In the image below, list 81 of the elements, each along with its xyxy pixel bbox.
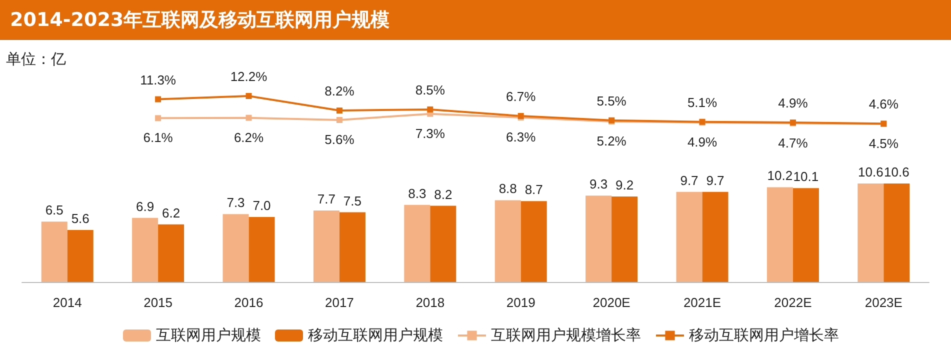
legend-label: 移动互联网用户增长率 (689, 327, 839, 344)
x-tick-label: 2016 (234, 295, 264, 310)
point (246, 114, 252, 121)
point (155, 115, 162, 122)
x-tick-label: 2019 (506, 295, 536, 310)
data-label: 8.2% (324, 84, 355, 99)
point (246, 93, 252, 99)
data-label: 7.0 (252, 198, 271, 213)
bar (858, 184, 884, 282)
data-label: 10.6 (884, 164, 910, 180)
data-label: 7.3% (415, 126, 446, 141)
data-label: 8.7 (524, 182, 543, 198)
data-label: 4.9% (778, 96, 808, 111)
data-label: 8.8 (498, 181, 517, 196)
x-tick-label: 2023E (864, 295, 903, 310)
data-label: 6.2 (162, 205, 180, 220)
bar (430, 206, 456, 282)
data-label: 9.7 (680, 172, 698, 188)
bar (676, 192, 702, 282)
data-label: 6.5 (45, 202, 64, 218)
data-label: 4.7% (778, 135, 808, 150)
data-label: 5.5% (596, 93, 627, 108)
point (155, 96, 162, 102)
data-label: 4.5% (868, 136, 899, 151)
bar (884, 184, 910, 282)
data-label: 6.9 (136, 198, 154, 214)
bar (132, 218, 158, 282)
data-label: 8.5% (415, 82, 446, 98)
x-tick-label: 2021E (683, 295, 722, 310)
data-label: 6.1% (143, 130, 174, 146)
data-label: 10.2 (767, 168, 793, 184)
data-label: 9.3 (590, 176, 608, 192)
data-label: 8.2 (434, 186, 452, 202)
data-label: 4.6% (868, 96, 899, 112)
data-label: 12.2% (230, 69, 268, 84)
bar (339, 212, 366, 282)
bar (248, 216, 275, 282)
bar (792, 188, 819, 282)
bar (702, 192, 728, 282)
x-tick-label: 2017 (324, 295, 354, 310)
bar (520, 201, 547, 282)
data-label: 10.1 (793, 169, 819, 184)
bar (67, 230, 94, 282)
data-label: 8.3 (408, 186, 426, 201)
legend-label: 互联网用户规模 (156, 327, 261, 344)
bar (766, 187, 793, 282)
data-label: 9.7 (706, 172, 724, 188)
data-label: 10.6 (858, 164, 884, 180)
x-tick-label: 2014 (52, 295, 82, 310)
data-label: 4.9% (687, 134, 718, 150)
data-label: 11.3% (140, 72, 176, 88)
bar (494, 200, 521, 282)
data-label: 7.5 (343, 193, 362, 208)
data-label: 5.6 (71, 210, 90, 226)
text: 单位：亿 (6, 50, 66, 69)
x-tick-label: 2022E (774, 295, 812, 310)
point (336, 117, 342, 123)
x-tick-label: 2015 (144, 295, 173, 310)
data-label: 5.6% (324, 132, 355, 147)
data-label: 6.3% (506, 129, 536, 144)
legend-label: 移动互联网用户规模 (308, 327, 443, 344)
data-label: 9.2 (616, 178, 634, 193)
point (427, 106, 434, 112)
bar (313, 210, 340, 282)
x-tick-label: 2018 (416, 295, 445, 310)
chart-title: 2014-2023年互联网及移动互联网用户规模 (0, 0, 951, 40)
bar (222, 214, 249, 282)
data-label: 6.2% (234, 130, 264, 145)
bar (404, 204, 430, 282)
data-label: 7.7 (317, 191, 336, 206)
data-label: 5.2% (596, 133, 627, 148)
data-label: 5.1% (687, 94, 718, 110)
bar (158, 224, 184, 282)
data-label: 6.7% (506, 89, 536, 104)
x-tick-label: 2020E (592, 295, 631, 310)
bar (41, 222, 68, 282)
data-label: 7.3 (226, 195, 245, 210)
legend-label: 互联网用户规模增长率 (491, 327, 641, 344)
bar (612, 196, 638, 282)
point (336, 108, 342, 114)
bar (586, 196, 612, 282)
